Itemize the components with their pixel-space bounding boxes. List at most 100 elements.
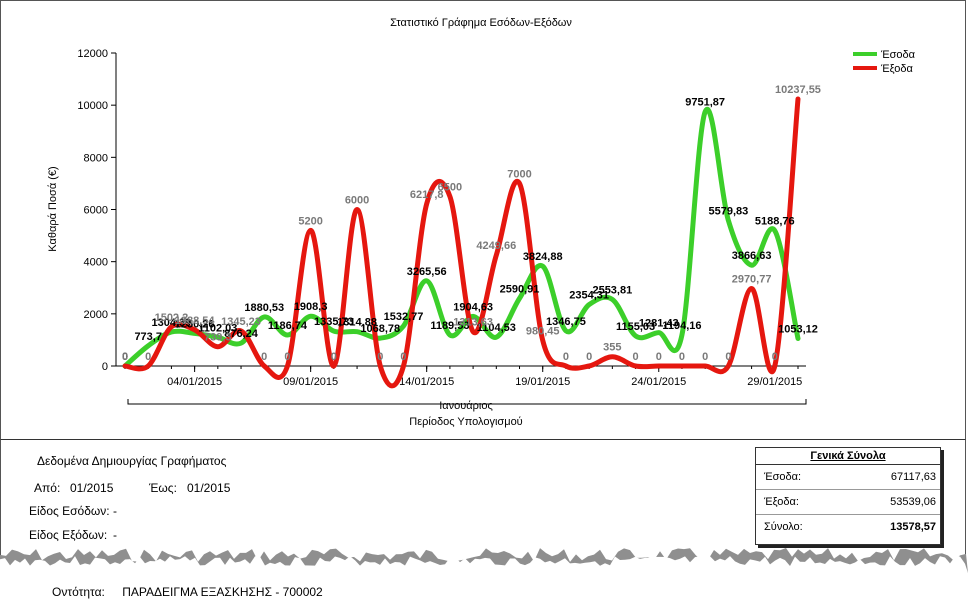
totals-expense-label: Έξοδα: <box>764 496 799 508</box>
totals-title: Γενικά Σύνολα <box>756 448 940 465</box>
totals-income-label: Έσοδα: <box>764 471 802 483</box>
data-label: 2970,77 <box>732 274 772 286</box>
totals-income-value: 67117,63 <box>890 471 936 483</box>
data-label: 1346,75 <box>546 316 586 328</box>
data-label: 0 <box>122 351 128 363</box>
data-label: 980,45 <box>526 325 560 337</box>
data-label: 0 <box>702 351 708 363</box>
data-label: 3265,56 <box>407 266 447 278</box>
x-tick-label: 04/01/2015 <box>167 376 222 388</box>
x-axis-group-label: Ιανουάριος <box>439 400 493 412</box>
totals-row-income: Έσοδα: 67117,63 <box>756 465 940 490</box>
data-label: 4249,66 <box>476 240 516 252</box>
entity-value: ΠΑΡΑΔΕΙΓΜΑ ΕΞΑΣΚΗΣΗΣ - 700002 <box>122 585 323 599</box>
series-line-expense <box>122 96 801 389</box>
data-label: 876,24 <box>224 328 259 340</box>
info-heading: Δεδομένα Δημιουργίας Γραφήματος <box>37 454 227 468</box>
data-label: 1335,73 <box>314 316 354 328</box>
data-label: 0 <box>725 351 731 363</box>
totals-box: Γενικά Σύνολα Έσοδα: 67117,63 Έξοδα: 535… <box>755 447 941 545</box>
totals-sum-label: Σύνολο: <box>764 521 803 533</box>
data-label: 0 <box>679 351 685 363</box>
data-label: 1502,2 <box>155 312 189 324</box>
x-tick-label: 24/01/2015 <box>631 376 686 388</box>
expense-type-label: Είδος Εξόδων: <box>29 528 108 542</box>
data-label: 0 <box>261 351 267 363</box>
data-label: 0 <box>284 351 290 363</box>
from-label: Από: <box>34 481 61 495</box>
data-label: 5188,76 <box>755 216 795 228</box>
y-tick-label: 8000 <box>84 152 108 164</box>
data-label: 739,3 <box>204 332 232 344</box>
x-group-bracket <box>127 399 807 405</box>
data-label: 6000 <box>345 195 369 207</box>
data-label: 2590,91 <box>500 283 540 295</box>
totals-row-expense: Έξοδα: 53539,06 <box>756 490 940 515</box>
data-label: 1314,88 <box>337 317 377 329</box>
data-label: 3866,63 <box>732 250 772 262</box>
income-type-value: - <box>113 504 117 518</box>
data-label: 10237,55 <box>775 84 821 96</box>
totals-sum-value: 13578,57 <box>890 521 936 533</box>
expense-type-value: - <box>113 528 117 542</box>
y-tick-label: 6000 <box>84 205 108 217</box>
data-label: 1908,3 <box>294 301 328 313</box>
data-label: 1345,23 <box>221 316 261 328</box>
series-lines <box>122 96 801 389</box>
legend: Έσοδα Έξοδα <box>853 49 916 75</box>
data-label: 7000 <box>507 168 531 180</box>
footer-entity: Οντότητα: ΠΑΡΑΔΕΙΓΜΑ ΕΞΑΣΚΗΣΗΣ - 700002 <box>52 585 323 599</box>
totals-expense-value: 53539,06 <box>890 496 936 508</box>
data-label: 0 <box>377 351 383 363</box>
y-axis-label: Καθαρά Ποσά (€) <box>47 166 59 251</box>
x-axis-label: Περίοδος Υπολογισμού <box>409 416 522 428</box>
chart-title: Στατιστικό Γράφημα Εσόδων-Εξόδων <box>390 17 572 29</box>
data-label: 1189,53 <box>430 320 469 332</box>
totals-row-sum: Σύνολο: 13578,57 <box>756 515 940 539</box>
torn-paper-edge <box>0 548 968 573</box>
data-label: 2354,31 <box>569 290 609 302</box>
data-label: 1304,39 <box>152 317 192 329</box>
data-label: 1532,77 <box>384 311 424 323</box>
data-label: 773,7 <box>134 331 162 343</box>
data-label: 5579,83 <box>708 205 748 217</box>
data-label: 1313,63 <box>453 317 493 329</box>
data-label: 355 <box>603 342 621 354</box>
data-label: 0 <box>586 351 592 363</box>
data-label: 1102,03 <box>198 322 237 334</box>
y-tick-label: 12000 <box>77 48 108 60</box>
y-tick-label: 10000 <box>77 100 108 112</box>
chart-frame: Στατιστικό Γράφημα Εσόδων-Εξόδων Καθαρά … <box>0 0 966 440</box>
x-tick-label: 19/01/2015 <box>515 376 570 388</box>
to-label: Έως: <box>149 481 177 495</box>
income-type-label: Είδος Εσόδων: <box>29 504 110 518</box>
y-tick-label: 0 <box>102 361 108 373</box>
legend-label: Έσοδα <box>880 49 916 61</box>
data-label: 9751,87 <box>685 97 725 109</box>
data-label: 1388,54 <box>175 315 216 327</box>
data-label: 0 <box>331 351 337 363</box>
data-label: 0 <box>122 351 128 363</box>
y-tick-label: 2000 <box>84 309 108 321</box>
data-label: 1053,12 <box>778 324 818 336</box>
to-value: 01/2015 <box>187 481 231 495</box>
data-label: 3824,88 <box>523 251 563 263</box>
data-label: 1186,74 <box>268 320 308 332</box>
data-label: 1104,53 <box>477 322 516 334</box>
data-label: 0 <box>400 351 406 363</box>
data-label: 1250,26 <box>175 318 215 330</box>
x-tick-label: 29/01/2015 <box>747 376 802 388</box>
data-label: 0 <box>563 351 569 363</box>
data-label: 6217,8 <box>410 189 444 201</box>
y-tick-label: 4000 <box>84 257 108 269</box>
data-label: 0 <box>632 351 638 363</box>
data-label: 5200 <box>298 215 322 227</box>
data-label: 0 <box>656 351 662 363</box>
line-chart: Στατιστικό Γράφημα Εσόδων-Εξόδων Καθαρά … <box>47 17 916 428</box>
data-label: 1880,53 <box>244 302 284 314</box>
data-label: 1194,16 <box>662 320 701 332</box>
series-line-income <box>122 106 801 369</box>
legend-label: Έξοδα <box>880 63 913 75</box>
from-value: 01/2015 <box>70 481 114 495</box>
